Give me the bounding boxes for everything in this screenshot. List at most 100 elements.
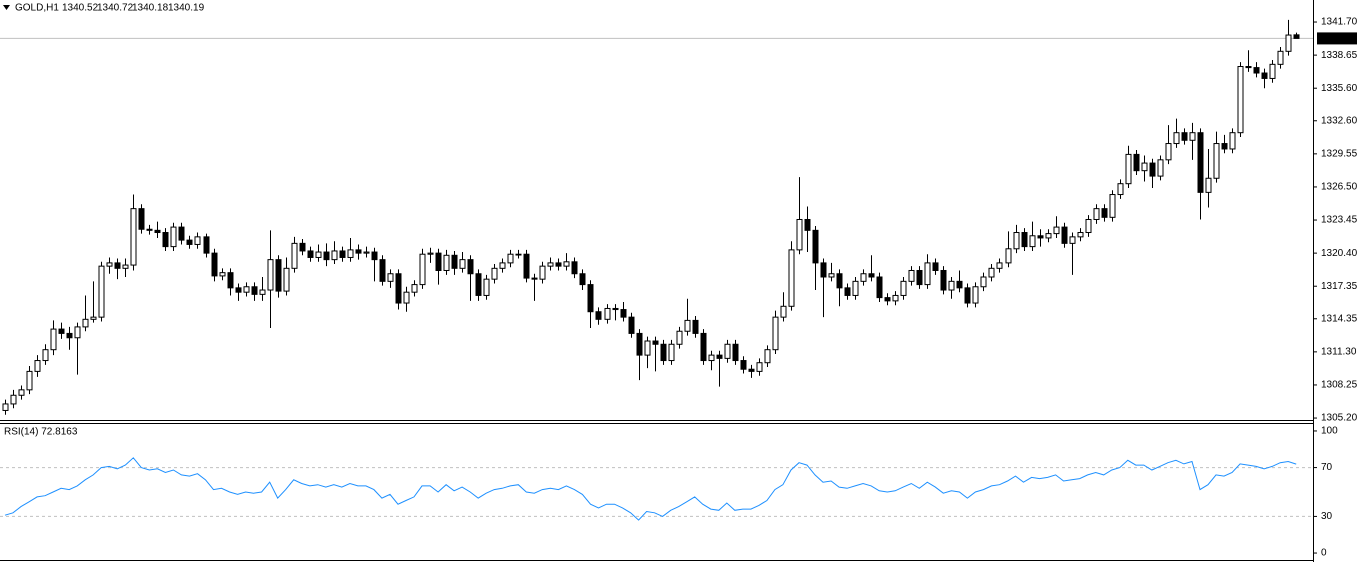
candle-body [796, 218, 803, 251]
candle-body [555, 262, 562, 267]
candle-body [58, 328, 65, 334]
candle-body [916, 269, 923, 286]
candle-body [876, 276, 883, 299]
menu-triangle[interactable] [3, 5, 10, 10]
candle-body [74, 326, 81, 339]
candle-body [507, 253, 514, 264]
candle-body [956, 280, 963, 289]
candle-body [884, 297, 891, 302]
candle-body [10, 394, 17, 405]
candle-body [170, 226, 177, 248]
candle-body [740, 360, 747, 370]
candle-body [1109, 194, 1116, 218]
candle-body [283, 267, 290, 292]
candle-body [932, 262, 939, 271]
candle-body [1213, 143, 1220, 179]
candle-body [940, 269, 947, 291]
candle-body [34, 360, 41, 372]
candle-body [1157, 159, 1164, 177]
candle-body [1061, 226, 1068, 244]
candle-body [1141, 162, 1148, 172]
candle-body [146, 228, 153, 231]
candle-body [948, 280, 955, 291]
candle-body [636, 332, 643, 356]
candle-body [186, 239, 193, 245]
symbol-title: GOLD,H1 [15, 3, 59, 14]
candle-body [644, 340, 651, 356]
candle-body [259, 289, 266, 295]
candle-body [162, 232, 169, 248]
candle-body [1229, 132, 1236, 150]
candle-body [42, 349, 49, 362]
y-tick-label: 100 [1321, 426, 1338, 437]
candle-body [587, 284, 594, 313]
y-tick-label: 1305.20 [1321, 413, 1357, 424]
candle-body [708, 354, 715, 362]
candle-body [908, 269, 915, 282]
y-tick-label: 1317.35 [1321, 281, 1357, 292]
candle-body [531, 277, 538, 280]
candle-body [323, 251, 330, 261]
candle-body [2, 403, 9, 411]
candle-body [1237, 66, 1244, 134]
candle-body [764, 349, 771, 364]
candle-body [604, 307, 611, 320]
candle-body [122, 264, 129, 269]
candle-body [836, 273, 843, 289]
candle-body [1029, 235, 1036, 248]
candle-body [138, 208, 145, 230]
candle-body [355, 249, 362, 254]
candle-body [539, 265, 546, 280]
candle-body [435, 252, 442, 271]
candle-body [427, 252, 434, 255]
candle-body [724, 343, 731, 359]
candle-body [299, 242, 306, 252]
candle-body [780, 305, 787, 318]
candle-body [628, 316, 635, 334]
candle-body [275, 259, 282, 292]
candle-body [860, 273, 867, 282]
y-tick-label: 1320.40 [1321, 248, 1357, 259]
candle-body [692, 319, 699, 334]
candle-body [772, 316, 779, 351]
candle-body [395, 273, 402, 304]
candle-body [82, 318, 89, 328]
candle-body [1101, 208, 1108, 218]
candle-body [315, 251, 322, 258]
candle-body [660, 343, 667, 362]
candle-body [1053, 226, 1060, 235]
candle-body [812, 229, 819, 264]
candle-body [387, 273, 394, 282]
candle-body [716, 354, 723, 359]
candle-body [26, 370, 33, 391]
candle-body [788, 249, 795, 307]
candle-body [668, 343, 675, 362]
candle-body [307, 250, 314, 258]
candle-body [1117, 183, 1124, 196]
candle-body [483, 278, 490, 296]
candle-body [1021, 232, 1028, 248]
candle-body [988, 267, 995, 278]
candle-body [451, 254, 458, 269]
candle-body [852, 280, 859, 296]
candle-body [868, 273, 875, 278]
candle-body [1037, 235, 1044, 239]
candle-body [243, 286, 250, 293]
candle-body [595, 311, 602, 320]
candle-body [50, 328, 57, 351]
candle-body [1125, 153, 1132, 185]
candle-body [1133, 153, 1140, 172]
ohlc-high: 1340.72 [97, 3, 134, 14]
candle-body [924, 262, 931, 286]
candle-body [267, 259, 274, 291]
candle-body [1013, 232, 1020, 250]
y-tick-label: 1314.35 [1321, 313, 1357, 324]
candle-body [235, 287, 242, 293]
candle-body [996, 262, 1003, 269]
candle-body [1205, 177, 1212, 193]
candle-body [1285, 34, 1292, 52]
candle-body [684, 319, 691, 332]
candle-body [66, 332, 73, 339]
